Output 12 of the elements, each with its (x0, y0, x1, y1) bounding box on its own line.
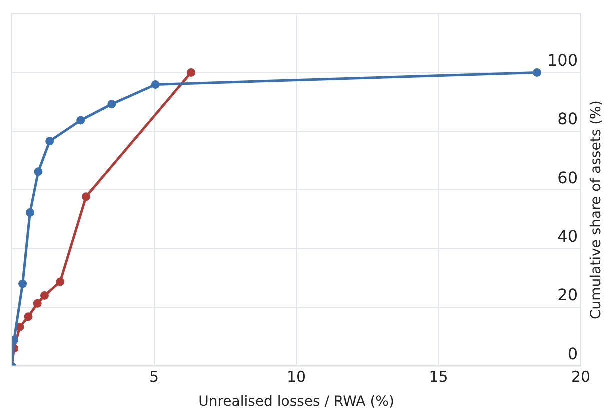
y-tick-label: 60 (558, 168, 578, 188)
x-tick-label: 20 (571, 368, 591, 386)
y-axis-title: Cumulative share of assets (%) (588, 100, 605, 320)
y-tick-label: 40 (558, 226, 578, 246)
y-tick-label: 80 (558, 110, 578, 129)
x-tick-label: 15 (429, 368, 448, 386)
y-tick-label: 0 (568, 344, 578, 364)
x-tick-label: 10 (286, 368, 306, 386)
y-tick-label: 20 (558, 286, 578, 305)
y-tick-label: 100 (547, 50, 578, 70)
x-axis-title: Unrealised losses / RWA (%) (198, 394, 394, 410)
x-tick-label: 5 (149, 368, 160, 386)
